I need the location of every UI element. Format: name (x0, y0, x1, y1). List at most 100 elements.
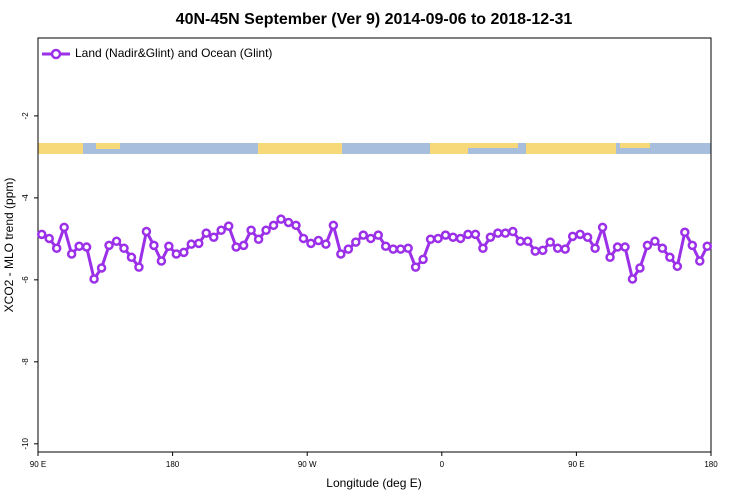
point (59, 222, 69, 233)
point (276, 214, 286, 224)
point (605, 252, 615, 263)
point (665, 252, 675, 263)
point (171, 249, 182, 259)
point (231, 242, 241, 252)
point (470, 229, 481, 240)
y-tick-label: -10 (21, 437, 30, 449)
point (433, 233, 443, 244)
point (455, 233, 466, 244)
point (380, 241, 391, 251)
point (620, 242, 630, 252)
point (351, 237, 361, 247)
point (508, 226, 518, 237)
point (485, 232, 496, 242)
point (74, 241, 84, 251)
point (328, 220, 339, 231)
point (141, 226, 152, 237)
point (298, 233, 309, 244)
x-tick-label: 180 (166, 460, 180, 469)
point (425, 234, 436, 245)
plot-frame (37, 37, 712, 453)
point (612, 242, 623, 252)
point (164, 241, 174, 251)
y-tick-label: -6 (21, 276, 30, 284)
point (306, 238, 316, 249)
point (104, 240, 114, 251)
point (500, 228, 511, 238)
point (253, 234, 264, 245)
point (493, 228, 503, 238)
point (201, 228, 211, 238)
point (680, 227, 690, 238)
point (478, 243, 488, 254)
point (313, 235, 324, 246)
point (194, 238, 204, 249)
legend-label: Land (Nadir&Glint) and Ocean (Glint) (75, 46, 272, 60)
point (44, 233, 54, 244)
point (523, 236, 533, 247)
point (567, 231, 578, 242)
point (283, 217, 294, 228)
legend: Land (Nadir&Glint) and Ocean (Glint) (42, 46, 272, 60)
y-tick-label: -8 (21, 358, 30, 366)
point (343, 244, 354, 254)
point (366, 233, 376, 244)
point (388, 244, 398, 254)
point (291, 220, 301, 231)
point (590, 243, 600, 254)
point (635, 263, 645, 273)
legend-marker (50, 48, 62, 60)
x-axis-label: Longitude (deg E) (326, 476, 421, 490)
point (186, 239, 197, 249)
point (687, 240, 698, 251)
x-tick-label: 90 W (298, 460, 317, 469)
point (96, 263, 107, 273)
point (403, 243, 413, 254)
x-tick-label: 180 (704, 460, 718, 469)
point (89, 274, 99, 284)
point (238, 240, 249, 251)
y-tick-label: -4 (21, 194, 30, 202)
point (627, 274, 638, 284)
point (702, 241, 713, 251)
point (657, 243, 668, 254)
point (126, 252, 137, 263)
point (149, 240, 159, 251)
point (515, 236, 526, 247)
point (66, 249, 77, 259)
point (81, 242, 92, 252)
point (268, 220, 279, 231)
point (208, 232, 219, 242)
point (156, 256, 167, 266)
point (545, 237, 555, 247)
point (395, 244, 406, 254)
point (695, 256, 705, 266)
point (410, 262, 421, 272)
point (418, 254, 428, 265)
point (51, 243, 62, 254)
point (223, 221, 234, 231)
point (216, 225, 226, 235)
point (336, 249, 346, 259)
point (560, 244, 570, 254)
y-axis-label: XCO2 - MLO trend (ppm) (2, 178, 16, 313)
point (642, 240, 653, 251)
point (530, 246, 541, 256)
point (650, 236, 660, 247)
chart-title: 40N-45N September (Ver 9) 2014-09-06 to … (176, 11, 573, 28)
point (538, 245, 548, 256)
point (582, 232, 593, 242)
point (321, 239, 331, 249)
y-tick-label: -2 (21, 112, 30, 120)
point (358, 230, 369, 240)
map-stripe (38, 143, 711, 154)
point (119, 243, 129, 254)
point (552, 243, 563, 254)
point (448, 232, 458, 242)
x-tick-label: 90 E (30, 460, 46, 469)
point (597, 222, 608, 233)
point (134, 262, 144, 272)
point (575, 229, 585, 240)
point (440, 230, 451, 240)
